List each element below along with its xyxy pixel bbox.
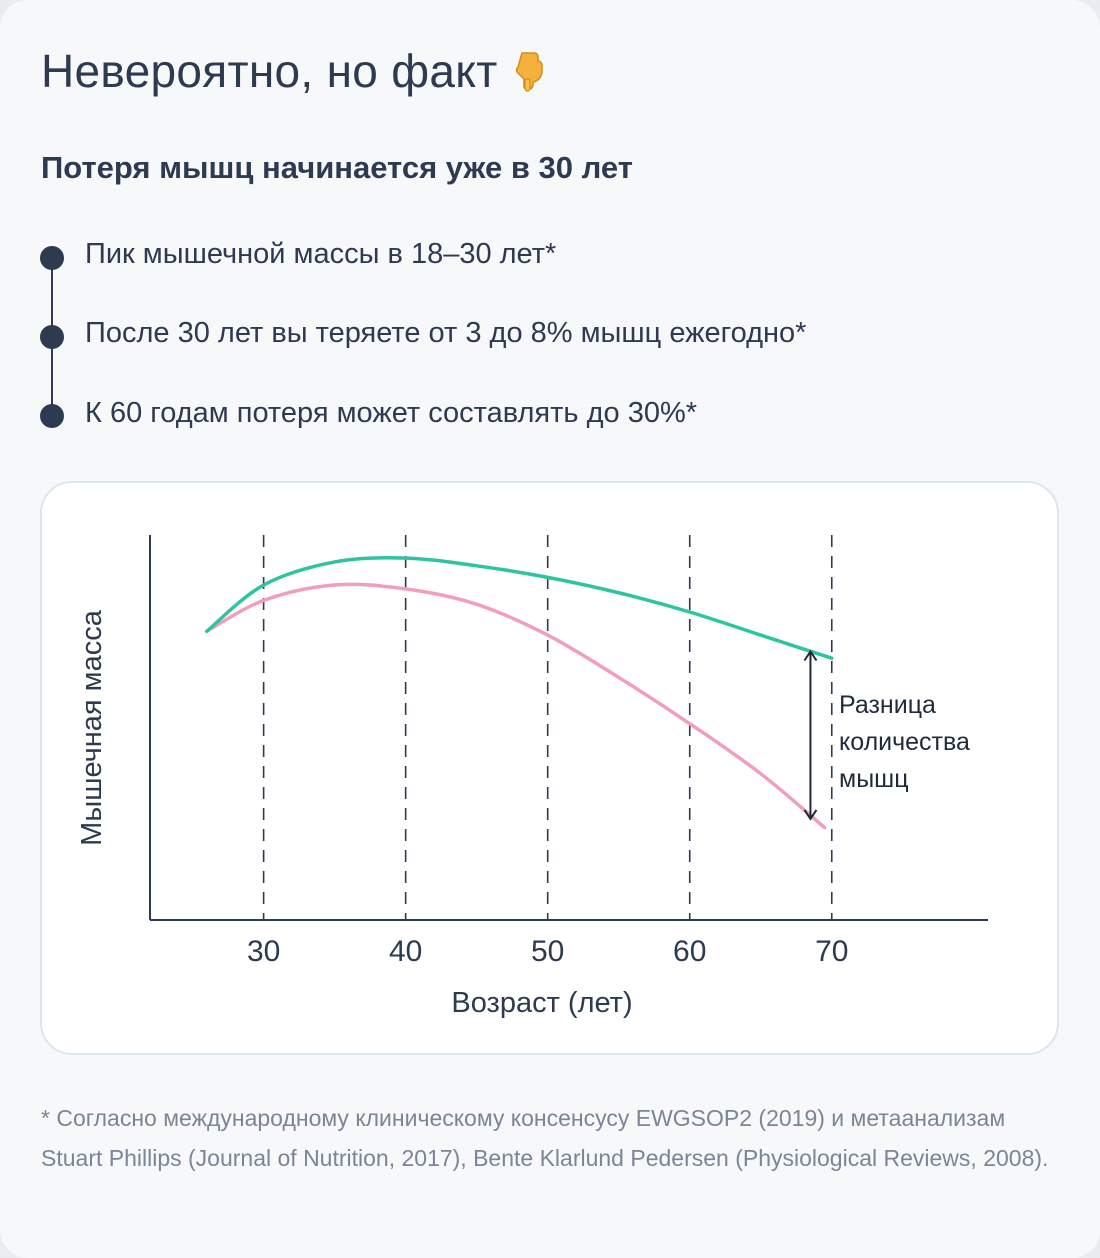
x-tick-label-40: 40 — [389, 935, 422, 968]
axes — [149, 535, 988, 921]
title-text: Невероятно, но факт — [41, 45, 498, 97]
x-tick-labels: 30 40 50 60 70 — [247, 935, 849, 968]
series-line-upper — [205, 556, 834, 660]
chart-card: Разница количества мышц 30 40 50 60 70 Возраст… — [40, 481, 1059, 1055]
difference-arrow-head-top — [803, 649, 818, 662]
series-line-lower — [205, 582, 827, 830]
fact-bullet-2 — [40, 325, 64, 349]
fact-text-1: Пик мышечной массы в 18–30 лет* — [85, 238, 557, 270]
fact-text-2: После 30 лет вы теряете от 3 до 8% мышц … — [85, 317, 807, 349]
fact-text-3: К 60 годам потеря может составлять до 30… — [85, 397, 698, 429]
fact-bullet-3 — [40, 404, 64, 428]
annotation-label-line-3: мышц — [839, 765, 909, 793]
x-axis-title: Возраст (лет) — [451, 987, 632, 1019]
page-title: Невероятно, но факт — [41, 44, 548, 98]
y-axis-title: Мышечная масса — [76, 609, 108, 846]
x-tick-label-70: 70 — [815, 935, 848, 968]
series-lines — [205, 556, 834, 830]
x-tick-label-30: 30 — [247, 935, 280, 968]
subtitle: Потеря мышц начинается уже в 30 лет — [41, 150, 633, 185]
muscle-mass-chart: Разница количества мышц 30 40 50 60 70 Возраст… — [76, 535, 988, 1019]
annotation-label-line-2: количества — [839, 728, 970, 756]
x-tick-label-60: 60 — [673, 935, 706, 968]
annotation-label-line-1: Разница — [839, 691, 936, 719]
x-tick-label-50: 50 — [531, 935, 564, 968]
difference-arrow-head-bottom — [803, 809, 818, 821]
pointing-down-hand-icon — [515, 52, 543, 92]
fact-bullet-1 — [40, 246, 64, 270]
annotation: Разница количества мышц — [803, 649, 970, 821]
footnote: * Согласно международному клиническому к… — [41, 1105, 1049, 1171]
grid-lines — [262, 535, 833, 920]
